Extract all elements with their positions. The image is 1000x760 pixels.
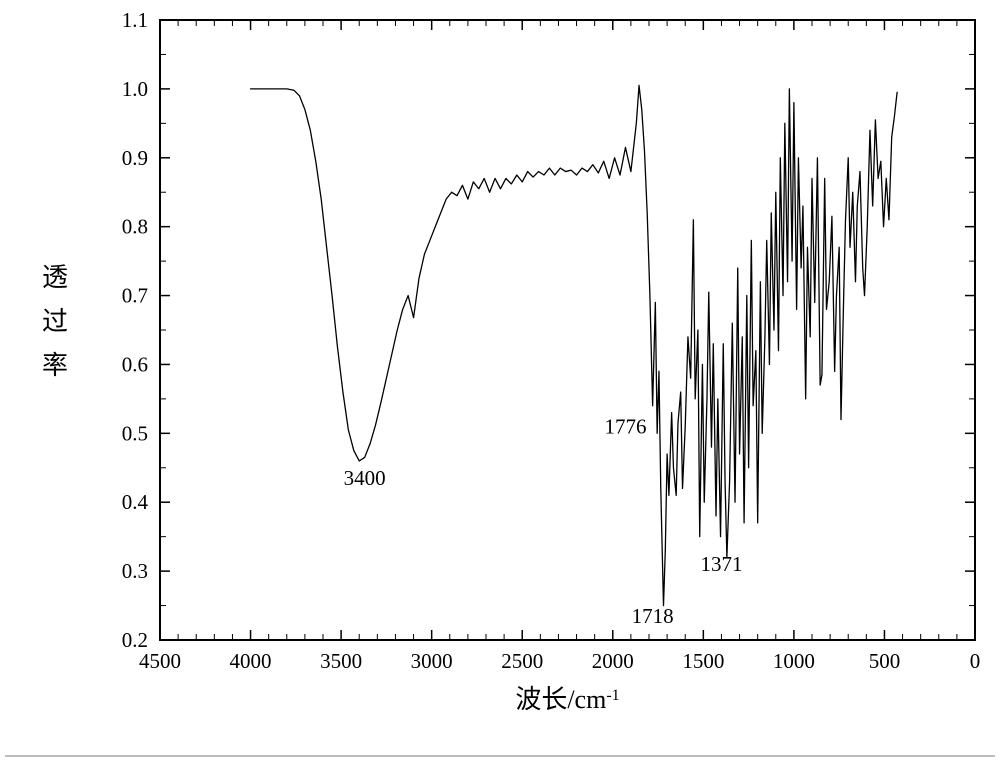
y-axis-label-char: 透 [42,263,68,292]
peak-annotation: 1776 [604,414,646,438]
peak-annotation: 1371 [700,552,742,576]
x-tick-label: 4000 [230,649,272,673]
y-tick-label: 0.6 [122,352,148,376]
chart-svg: 4500 4000 3500 3000 2500 2000 1500 1000 500 0 0.2 0… [0,0,1000,760]
ir-chart: 4500 4000 3500 3000 2500 2000 1500 1000 500 0 0.2 0… [0,0,1000,760]
x-tick-label: 4500 [139,649,181,673]
x-axis-label: 波长/cm-1 [515,685,619,714]
x-tick-label: 2500 [501,649,543,673]
y-tick-label: 0.4 [122,490,149,514]
y-axis-label-char: 率 [42,351,68,380]
y-tick-label: 1.0 [122,77,148,101]
x-tick-label: 1500 [682,649,724,673]
y-tick-label: 1.1 [122,8,148,32]
x-tick-label: 500 [869,649,901,673]
x-tick-label: 0 [970,649,981,673]
y-tick-label: 0.7 [122,284,148,308]
y-tick-label: 0.9 [122,146,148,170]
x-tick-label: 3000 [411,649,453,673]
peak-annotation: 1718 [632,604,674,628]
x-tick-label: 1000 [773,649,815,673]
y-tick-label: 0.8 [122,215,148,239]
x-tick-label: 2000 [592,649,634,673]
plot-border [160,20,975,640]
y-tick-label: 0.2 [122,628,148,652]
y-axis-label-char: 过 [42,307,68,336]
x-tick-label: 3500 [320,649,362,673]
spectrum-line [251,85,898,605]
y-tick-label: 0.5 [122,421,148,445]
y-tick-label: 0.3 [122,559,148,583]
peak-annotation: 3400 [344,466,386,490]
